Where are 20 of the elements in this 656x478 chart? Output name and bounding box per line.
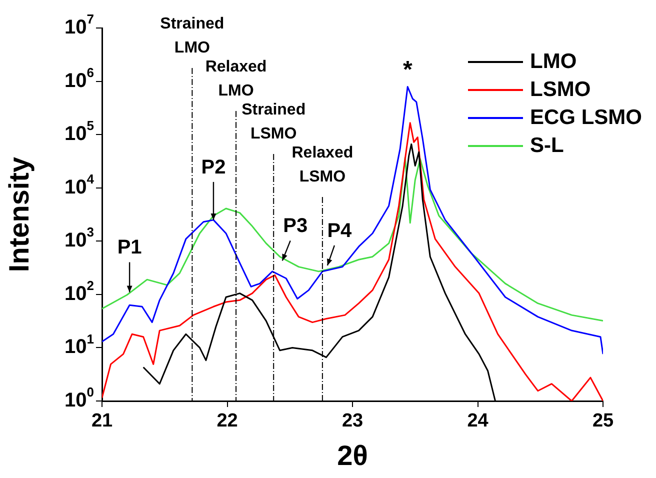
legend-label: LSMO: [530, 78, 591, 102]
x-tick-label: 22: [216, 410, 238, 432]
legend-label: S-L: [530, 134, 564, 158]
annotation: P2: [201, 156, 226, 178]
annotation: P3: [283, 215, 308, 238]
x-tick-label: 24: [467, 410, 489, 432]
x-tick-label: 23: [342, 410, 364, 432]
legend-label: LMO: [530, 50, 577, 74]
annotation: P1: [117, 236, 142, 259]
annotation: P4: [327, 220, 353, 242]
x-axis-title: 2θ: [337, 440, 368, 471]
x-tick-label: 21: [91, 410, 113, 432]
y-axis-title: Intensity: [4, 156, 35, 272]
annotation: *: [402, 56, 413, 84]
ref-line-label: Relaxed LMO: [205, 58, 267, 100]
ref-line-label: Strained LSMO: [242, 101, 306, 142]
legend-label: ECG LSMO: [530, 106, 642, 130]
ref-line-label: Relaxed LSMO: [292, 144, 354, 186]
ref-line-label: Strained LMO: [160, 15, 224, 56]
x-tick-label: 25: [592, 410, 614, 432]
